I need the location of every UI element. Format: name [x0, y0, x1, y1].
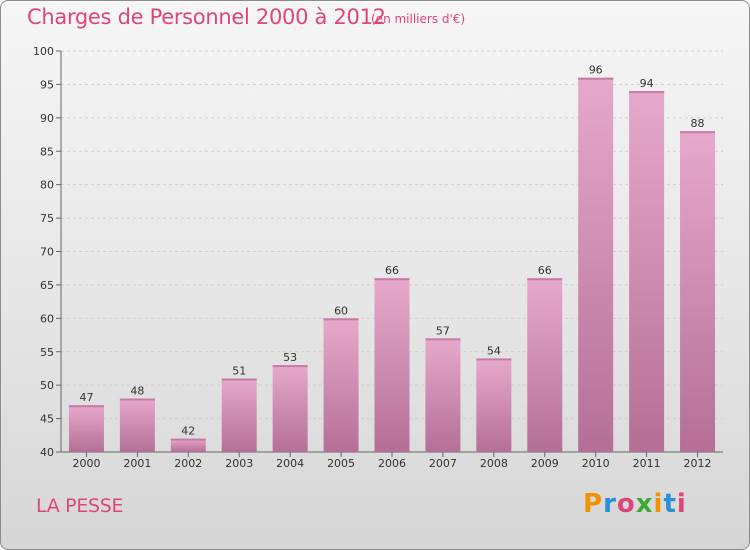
x-tick-label: 2008	[480, 457, 508, 470]
y-tick-label: 50	[40, 379, 54, 392]
bar-value-label: 48	[130, 385, 144, 398]
x-tick-label: 2012	[684, 457, 712, 470]
bar-value-label: 54	[487, 344, 501, 357]
bar	[374, 278, 410, 452]
bar-top-edge	[578, 77, 614, 80]
bar-value-label: 60	[334, 304, 348, 317]
y-tick-label: 55	[40, 346, 54, 359]
bar-value-label: 51	[232, 364, 246, 377]
chart-title: Charges de Personnel 2000 à 2012	[27, 5, 386, 29]
bar-top-edge	[323, 318, 359, 321]
x-tick-label: 2006	[378, 457, 406, 470]
x-tick-label: 2002	[174, 457, 202, 470]
y-tick-label: 85	[40, 145, 54, 158]
bar-value-label: 66	[538, 264, 552, 277]
x-tick-label: 2009	[531, 457, 559, 470]
x-tick-label: 2007	[429, 457, 457, 470]
bar-value-label: 88	[691, 117, 705, 130]
logo-letter: x	[635, 489, 654, 519]
bar	[476, 358, 512, 452]
bar-top-edge	[272, 365, 308, 368]
bar	[272, 365, 308, 452]
bar	[425, 338, 461, 452]
logo-letter: t	[663, 489, 677, 519]
bar-top-edge	[527, 278, 563, 281]
bar-top-edge	[119, 398, 155, 401]
y-tick-label: 75	[40, 212, 54, 225]
y-tick-label: 45	[40, 413, 54, 426]
bar	[527, 278, 563, 452]
y-tick-label: 40	[40, 446, 54, 459]
bar-value-label: 94	[640, 77, 654, 90]
bar	[629, 91, 665, 452]
y-tick-label: 70	[40, 246, 54, 259]
bar-value-label: 96	[589, 64, 603, 77]
bar-top-edge	[68, 405, 104, 408]
x-tick-label: 2003	[225, 457, 253, 470]
y-tick-label: 65	[40, 279, 54, 292]
bar-top-edge	[374, 278, 410, 281]
bar	[170, 438, 206, 452]
logo-letter: r	[603, 489, 617, 519]
bar-top-edge	[221, 378, 257, 381]
bar-top-edge	[629, 91, 665, 94]
logo-letter: o	[616, 489, 636, 519]
chart-subtitle: (en milliers d'€)	[371, 12, 466, 26]
bar-top-edge	[425, 338, 461, 341]
bar-value-label: 66	[385, 264, 399, 277]
bar	[578, 77, 614, 452]
y-tick-label: 95	[40, 78, 54, 91]
y-tick-label: 60	[40, 312, 54, 325]
y-tick-label: 100	[33, 45, 54, 58]
bar-top-edge	[680, 131, 716, 134]
proxiti-logo[interactable]: Proxiti	[583, 489, 687, 525]
y-tick-label: 80	[40, 179, 54, 192]
x-tick-label: 2001	[123, 457, 151, 470]
bar	[221, 378, 257, 452]
bar-top-edge	[170, 438, 206, 441]
bar-value-label: 57	[436, 324, 450, 337]
bar-value-label: 42	[181, 425, 195, 438]
y-tick-label: 90	[40, 112, 54, 125]
logo-letter: i	[653, 489, 664, 519]
commune-name: LA PESSE	[36, 495, 124, 517]
x-tick-label: 2000	[72, 457, 100, 470]
bar	[119, 398, 155, 452]
x-tick-label: 2010	[582, 457, 610, 470]
bar-top-edge	[476, 358, 512, 361]
logo-letter: i	[676, 489, 687, 519]
x-tick-label: 2011	[633, 457, 661, 470]
bar	[68, 405, 104, 452]
bar	[680, 131, 716, 452]
bar	[323, 318, 359, 452]
bar-value-label: 47	[79, 391, 93, 404]
logo-letter: P	[583, 489, 604, 519]
bar-value-label: 53	[283, 351, 297, 364]
x-tick-label: 2004	[276, 457, 304, 470]
x-tick-label: 2005	[327, 457, 355, 470]
